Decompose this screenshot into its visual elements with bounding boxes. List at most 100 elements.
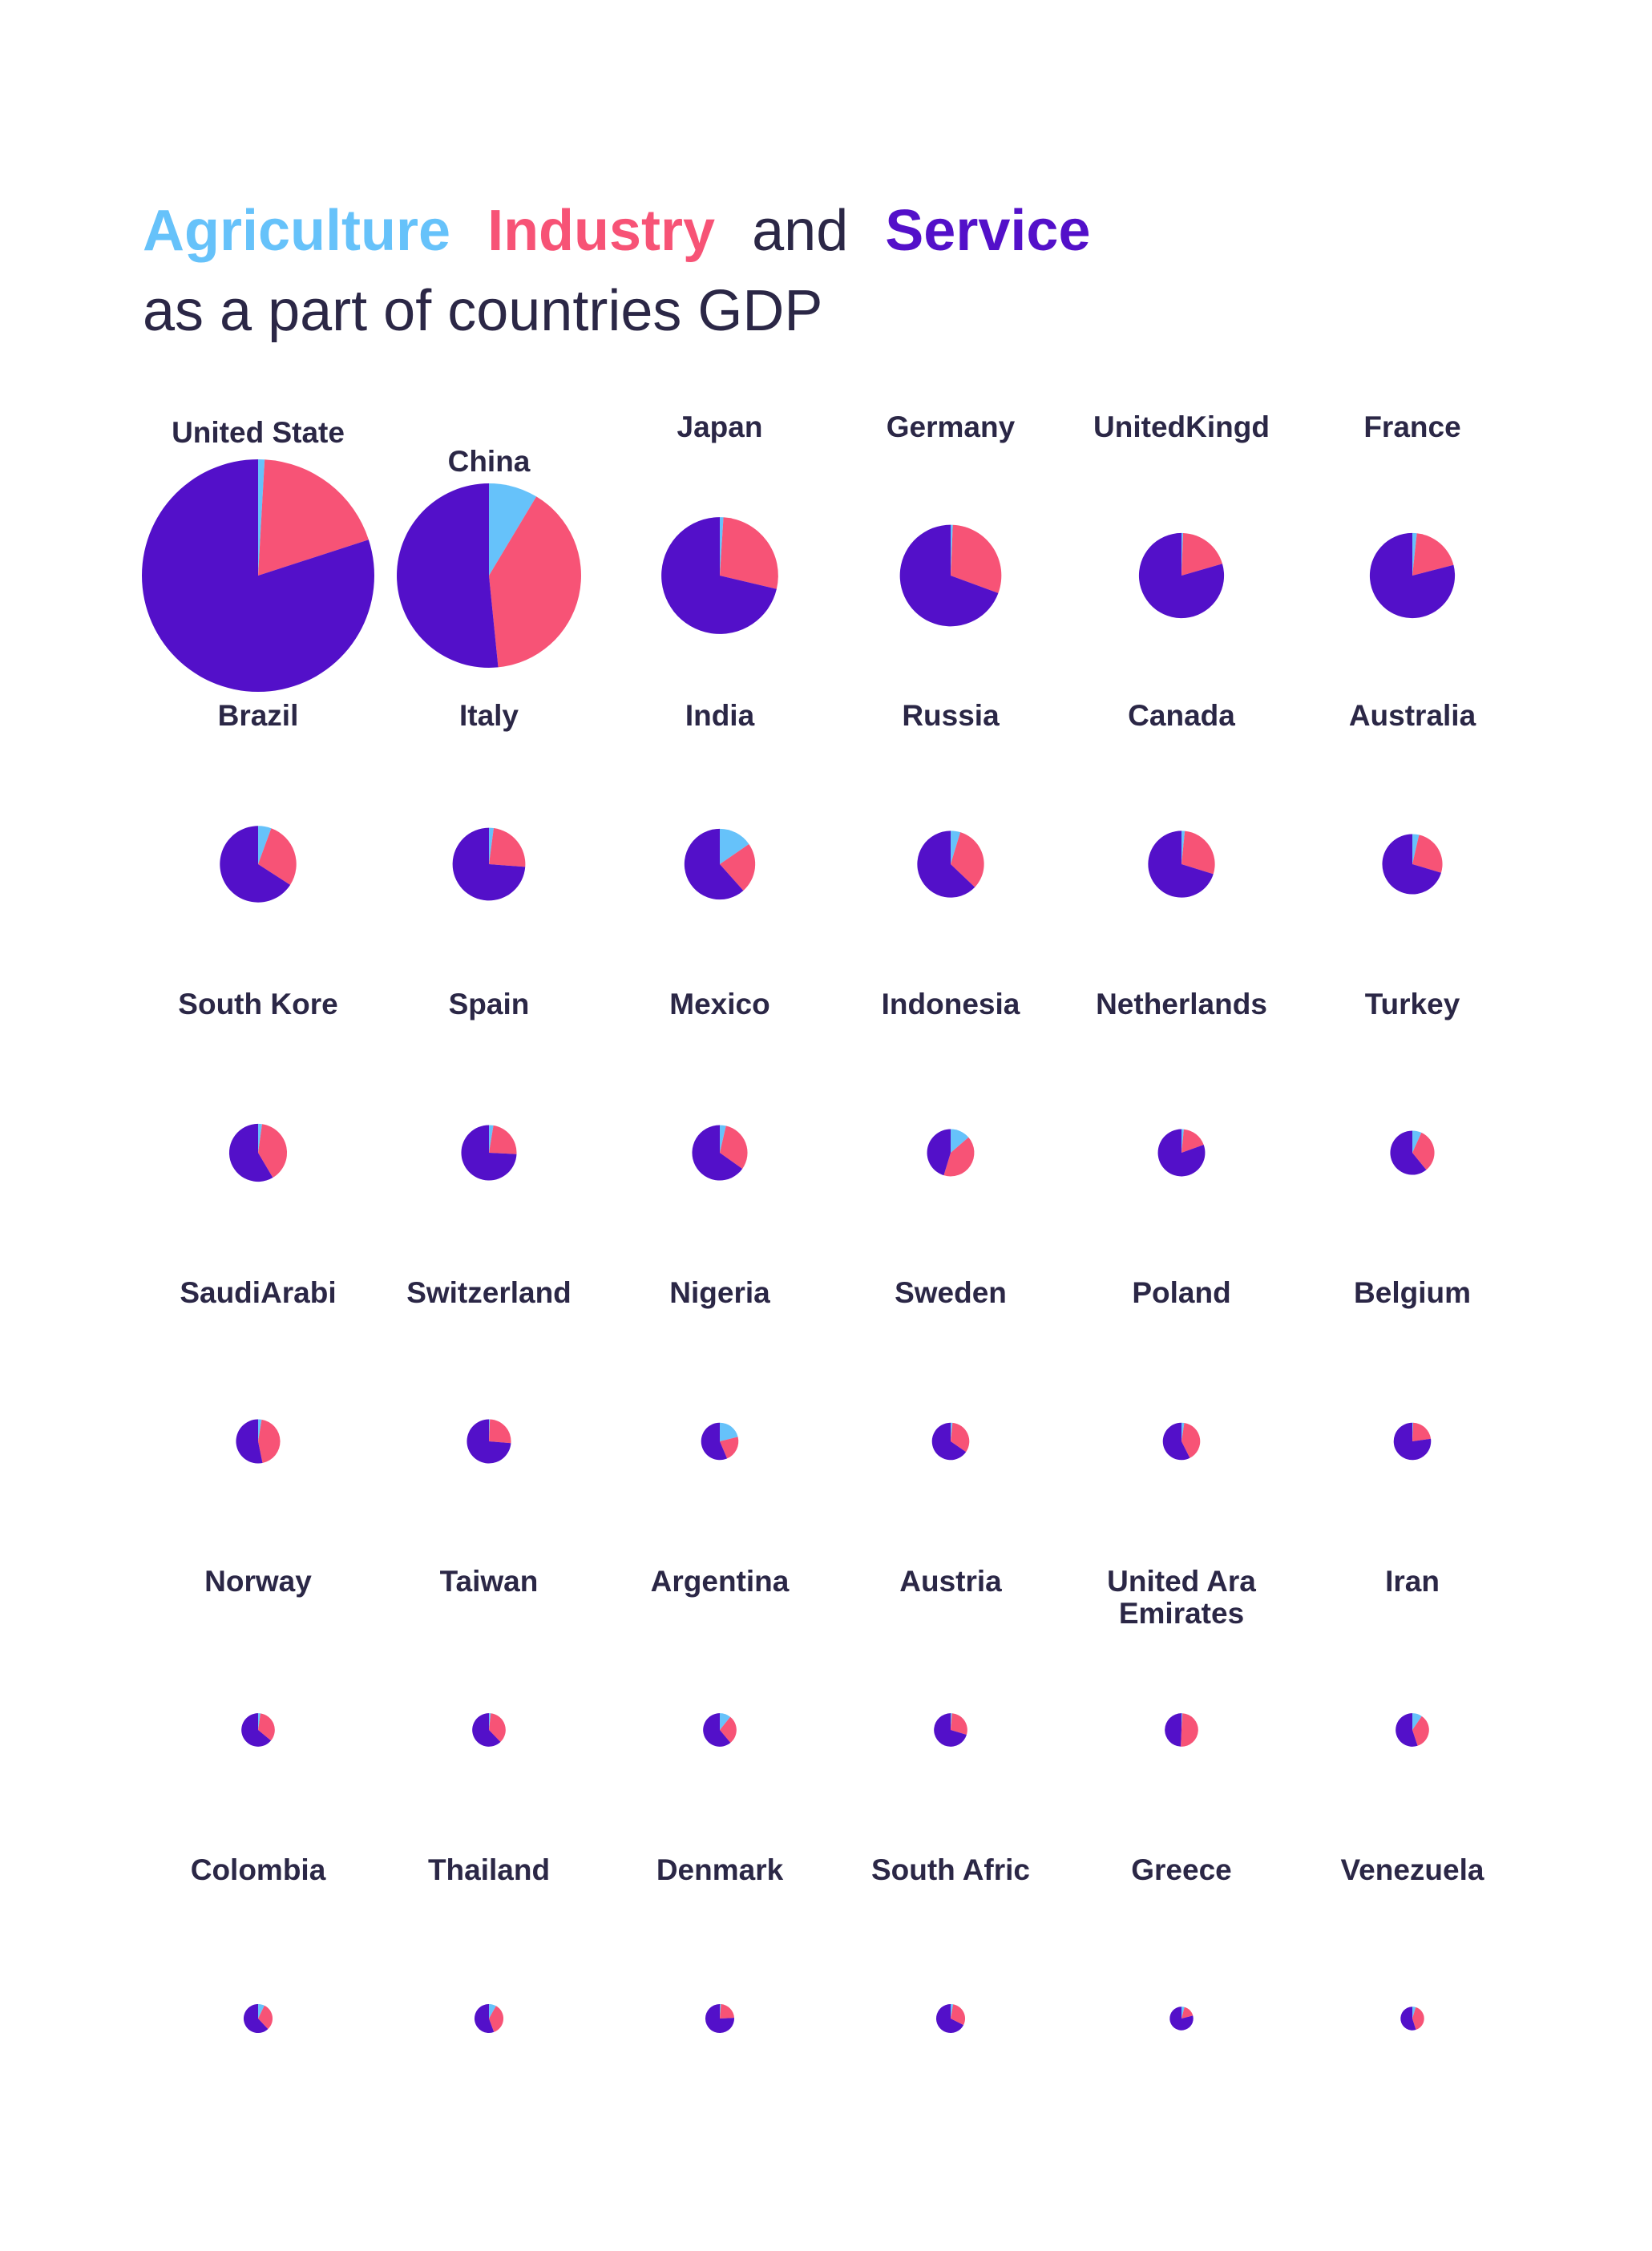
slice-agriculture <box>720 1713 731 1730</box>
country-label: Venezuela <box>1341 1853 1484 1886</box>
country-label: Russia <box>902 699 1000 732</box>
slice-agriculture <box>1412 532 1417 576</box>
slice-service <box>243 2003 269 2034</box>
slice-service <box>661 517 777 634</box>
country-label: Norway <box>204 1565 312 1598</box>
slice-agriculture <box>489 2003 496 2019</box>
slice-service <box>1138 532 1225 619</box>
slice-industry <box>1412 835 1443 873</box>
pie-italy: Italy <box>452 699 526 901</box>
slice-agriculture <box>720 828 749 864</box>
pie-venezuela: Venezuela <box>1341 1853 1484 2031</box>
slice-service <box>1148 830 1214 898</box>
slice-service <box>1400 2007 1416 2031</box>
pie-sweden: Sweden <box>895 1276 1007 1461</box>
slice-agriculture <box>1181 1129 1184 1153</box>
country-label: Iran <box>1385 1565 1440 1598</box>
pie-china: China <box>397 445 581 668</box>
pie-india: India <box>684 699 756 900</box>
slice-industry <box>1181 2007 1194 2019</box>
slice-industry <box>258 828 297 885</box>
slice-industry <box>258 1124 288 1178</box>
slice-service <box>1165 1713 1181 1747</box>
pie-argentina: Argentina <box>651 1565 790 1747</box>
pie-austria: Austria <box>899 1565 1002 1747</box>
country-label: Canada <box>1128 699 1235 732</box>
pie-taiwan: Taiwan <box>440 1565 538 1747</box>
slice-industry <box>951 2004 966 2026</box>
slice-service <box>1396 1713 1418 1747</box>
country-label: Italy <box>459 699 519 732</box>
slice-industry <box>943 1137 975 1177</box>
country-label: South Kore <box>178 988 337 1020</box>
slice-agriculture <box>1181 532 1184 576</box>
slice-industry <box>489 1125 517 1154</box>
pie-germany: Germany <box>887 410 1016 627</box>
slice-industry <box>951 832 984 887</box>
slice-agriculture <box>258 459 265 576</box>
slice-service <box>1382 834 1441 895</box>
slice-service <box>467 1419 511 1464</box>
slice-industry <box>720 1126 748 1169</box>
slice-service <box>701 1422 728 1461</box>
slice-service <box>1169 2007 1194 2031</box>
country-label: Germany <box>887 410 1016 443</box>
slice-service <box>241 1713 272 1747</box>
pie-poland: Poland <box>1132 1276 1231 1461</box>
title-and: and <box>752 199 848 263</box>
slice-agriculture <box>720 1125 726 1153</box>
slice-industry <box>720 843 756 891</box>
title-agriculture: Agriculture <box>143 199 450 263</box>
pie-unitedkingd: UnitedKingd <box>1093 410 1270 619</box>
slice-service <box>703 1713 731 1747</box>
slice-service <box>220 826 291 903</box>
slice-agriculture <box>258 1713 261 1730</box>
country-label: Poland <box>1132 1276 1230 1309</box>
pie-japan: Japan <box>661 410 778 634</box>
country-label: Nigeria <box>669 1276 770 1309</box>
pie-indonesia: Indonesia <box>882 988 1020 1177</box>
slice-agriculture <box>1412 1130 1422 1153</box>
slice-service <box>236 1419 263 1464</box>
slice-industry <box>258 1713 275 1741</box>
slice-agriculture <box>489 1125 494 1153</box>
pie-australia: Australia <box>1349 699 1476 895</box>
slice-industry <box>258 2005 273 2030</box>
pie-south-kore: South Kore <box>178 988 338 1182</box>
slice-agriculture <box>720 2003 721 2019</box>
slice-agriculture <box>951 1713 952 1730</box>
country-label: South Afric <box>871 1853 1030 1886</box>
slice-agriculture <box>720 517 724 576</box>
pie-netherlands: Netherlands <box>1096 988 1267 1177</box>
pie-spain: Spain <box>449 988 529 1181</box>
slice-agriculture <box>258 826 272 864</box>
slice-industry <box>720 1437 739 1459</box>
country-label: Austria <box>899 1565 1002 1598</box>
title-service: Service <box>885 199 1090 263</box>
country-label: Belgium <box>1354 1276 1471 1309</box>
slice-service <box>1390 1130 1427 1175</box>
slice-industry <box>720 1716 737 1743</box>
country-label: Australia <box>1349 699 1476 732</box>
slice-service <box>228 1123 273 1182</box>
pie-south-afric: South Afric <box>871 1853 1030 2034</box>
slice-industry <box>951 1713 967 1736</box>
country-label: UnitedKingd <box>1093 410 1270 443</box>
slice-industry <box>258 459 369 576</box>
slice-industry <box>489 828 526 867</box>
slice-industry <box>1181 1129 1204 1153</box>
slice-service <box>474 2003 495 2034</box>
pie-greece: Greece <box>1131 1853 1232 2031</box>
country-label: Sweden <box>895 1276 1007 1309</box>
pie-united-state: United State <box>142 416 375 692</box>
slice-agriculture <box>258 1123 262 1153</box>
slice-industry <box>489 1419 511 1444</box>
pie-saudiarabi: SaudiArabi <box>180 1276 337 1464</box>
slice-industry <box>1412 1716 1429 1746</box>
slice-agriculture <box>951 2003 954 2019</box>
pie-france: France <box>1363 410 1461 619</box>
slice-service <box>899 524 999 627</box>
slice-industry <box>258 1419 281 1463</box>
slice-agriculture <box>489 483 537 576</box>
